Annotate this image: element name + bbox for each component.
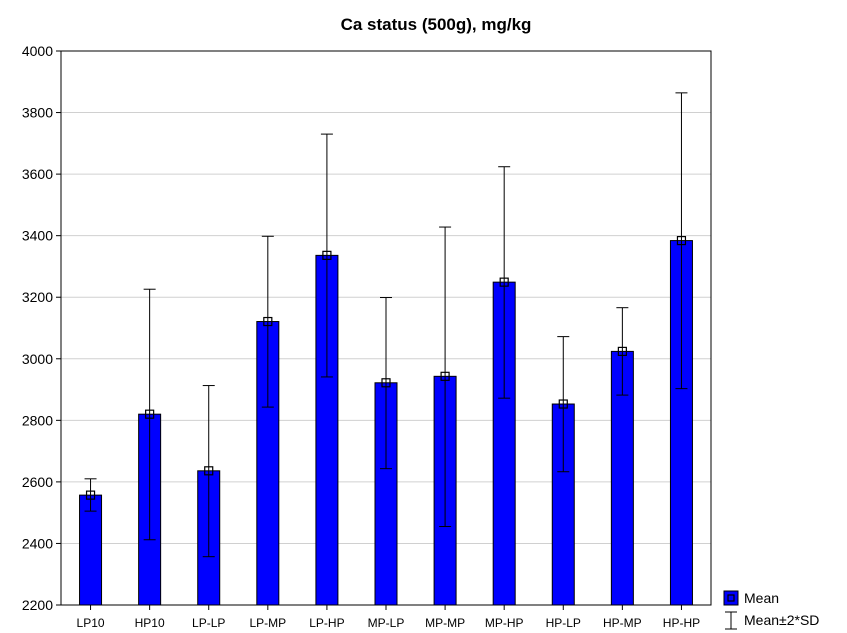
chart-title: Ca status (500g), mg/kg	[341, 15, 532, 34]
legend-mean-marker	[727, 594, 735, 602]
y-tick-label: 2800	[22, 412, 53, 428]
x-axis: LP10 HP10 LP-LP LP-MP LP-HP MP-LP MP-MP MP-HP HP…	[77, 605, 700, 630]
y-tick-label: 3600	[22, 166, 53, 182]
legend: Mean Mean±2*SD	[723, 590, 819, 630]
x-tick-label: HP-MP	[603, 616, 642, 630]
legend-mean-label: Mean	[744, 590, 779, 606]
y-tick-label: 2200	[22, 597, 53, 613]
mean-marker	[381, 378, 391, 388]
x-tick-label: LP-LP	[192, 616, 225, 630]
x-tick-label: MP-LP	[368, 616, 405, 630]
mean-marker	[499, 277, 509, 287]
x-tick-label: MP-HP	[485, 616, 524, 630]
legend-error-label: Mean±2*SD	[744, 612, 819, 628]
x-tick-label: HP10	[135, 616, 165, 630]
mean-marker	[204, 466, 214, 476]
mean-marker	[440, 371, 450, 381]
mean-marker	[85, 490, 96, 500]
y-tick-label: 3200	[22, 289, 53, 305]
mean-marker	[676, 235, 687, 246]
x-tick-label: MP-MP	[425, 616, 465, 630]
mean-marker	[617, 346, 627, 356]
x-tick-label: LP10	[77, 616, 105, 630]
mean-marker	[263, 316, 273, 327]
mean-marker	[558, 399, 568, 409]
x-tick-label: LP-MP	[249, 616, 286, 630]
mean-marker	[322, 250, 332, 260]
y-tick-label: 4000	[22, 43, 53, 59]
x-tick-label: HP-LP	[546, 616, 581, 630]
y-tick-label: 3400	[22, 228, 53, 244]
x-tick-label: LP-HP	[309, 616, 344, 630]
mean-markers	[85, 235, 687, 500]
y-axis: 2200 2400 2600 2800 3000 3200 3400 3600 3800 4000	[22, 43, 61, 613]
x-tick-label: HP-HP	[663, 616, 700, 630]
y-tick-label: 2400	[22, 535, 53, 551]
y-tick-label: 2600	[22, 474, 53, 490]
error-bars	[84, 92, 688, 558]
y-tick-label: 3800	[22, 105, 53, 121]
legend-mean-swatch	[723, 590, 739, 606]
y-tick-label: 3000	[22, 351, 53, 367]
mean-marker	[145, 409, 155, 419]
